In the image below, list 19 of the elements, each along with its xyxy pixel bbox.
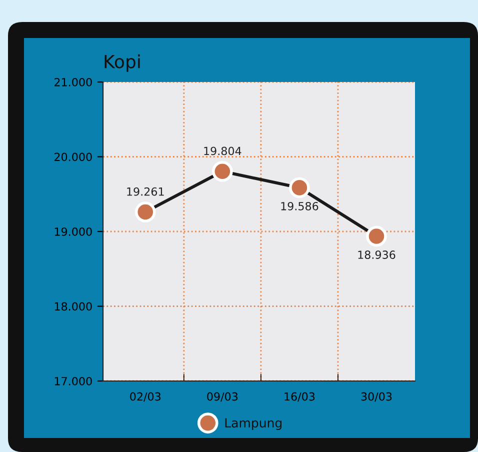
y-tick-label: 18.000: [54, 302, 92, 311]
data-label: 19.586: [281, 202, 318, 210]
point: [366, 226, 387, 247]
x-tick-label: 02/03: [130, 392, 160, 402]
x-tick-label: 09/03: [207, 392, 238, 402]
x-tick-label: 16/03: [284, 392, 315, 402]
x-tick-label: 30/03: [361, 392, 392, 402]
legend-label: Lampung: [225, 418, 282, 430]
data-label: 19.261: [127, 187, 164, 196]
y-tick-label: 20.000: [54, 152, 92, 162]
y-tick-label: 17.000: [54, 376, 92, 386]
y-tick-label: 21.000: [54, 78, 92, 86]
point: [134, 202, 156, 222]
point: [212, 160, 233, 182]
y-tick-label: 19.000: [54, 227, 92, 236]
point: [289, 177, 310, 198]
data-label: 19.804: [204, 146, 242, 156]
data-label: 18.936: [358, 250, 396, 259]
chart-title: Kopi: [104, 54, 140, 72]
